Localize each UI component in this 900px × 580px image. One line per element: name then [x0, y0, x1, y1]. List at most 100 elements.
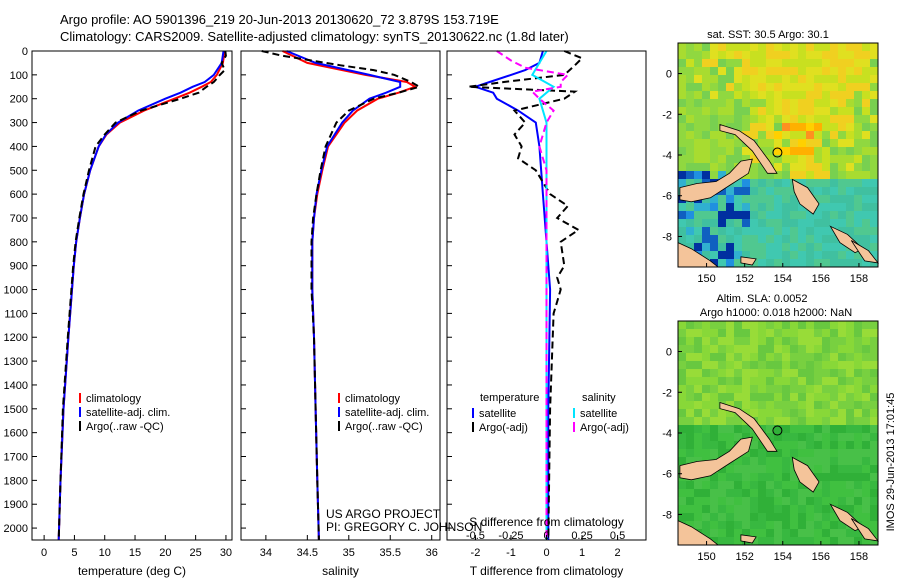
map-cell: [790, 425, 798, 433]
float-location-marker: [772, 425, 783, 436]
map-cell: [710, 489, 718, 497]
map-cell: [870, 329, 878, 337]
map-cell: [814, 179, 822, 187]
map-cell: [774, 473, 782, 481]
map-cell: [782, 529, 790, 537]
difference-top-tick-label: -0.5: [466, 530, 485, 542]
map-cell: [718, 425, 726, 433]
map-cell: [798, 251, 806, 259]
map-cell: [718, 75, 726, 83]
map-cell: [710, 513, 718, 521]
map-cell: [718, 465, 726, 473]
map-cell: [838, 99, 846, 107]
map-cell: [750, 43, 758, 51]
map-cell: [822, 251, 830, 259]
map-cell: [854, 179, 862, 187]
map-cell: [774, 393, 782, 401]
map-cell: [798, 163, 806, 171]
map-cell: [718, 131, 726, 139]
map-cell: [814, 425, 822, 433]
map-cell: [830, 139, 838, 147]
map-cell: [806, 425, 814, 433]
map-cell: [758, 131, 766, 139]
map-cell: [678, 489, 686, 497]
map-cell: [846, 457, 854, 465]
map-cell: [822, 75, 830, 83]
map-cell: [870, 529, 878, 537]
map-cell: [854, 425, 862, 433]
map-cell: [718, 243, 726, 251]
map-cell: [766, 425, 774, 433]
map-cell: [686, 163, 694, 171]
map-cell: [854, 123, 862, 131]
map-cell: [750, 385, 758, 393]
map-cell: [678, 441, 686, 449]
map-cell: [806, 91, 814, 99]
map-cell: [726, 385, 734, 393]
map-cell: [814, 235, 822, 243]
map-cell: [726, 259, 734, 267]
map-cell: [774, 441, 782, 449]
map-cell: [862, 481, 870, 489]
map-cell: [678, 83, 686, 91]
map-xtick-label: 154: [774, 273, 792, 285]
map-cell: [862, 473, 870, 481]
map-cell: [766, 449, 774, 457]
salinity-xtick-label: 35.5: [380, 547, 401, 559]
map-cell: [766, 227, 774, 235]
map-cell: [846, 449, 854, 457]
map-cell: [854, 91, 862, 99]
map-cell: [854, 107, 862, 115]
depth-tick-label: 1400: [4, 380, 28, 392]
map-cell: [702, 529, 710, 537]
map-cell: [814, 227, 822, 235]
map-cell: [710, 433, 718, 441]
map-cell: [726, 59, 734, 67]
map-cell: [846, 219, 854, 227]
map-cell: [790, 219, 798, 227]
map-cell: [782, 409, 790, 417]
map-cell: [766, 259, 774, 267]
map-cell: [790, 107, 798, 115]
map-cell: [758, 497, 766, 505]
map-cell: [678, 337, 686, 345]
map-cell: [830, 211, 838, 219]
map-cell: [774, 409, 782, 417]
map-cell: [846, 131, 854, 139]
map-cell: [846, 329, 854, 337]
map-cell: [758, 219, 766, 227]
map-cell: [774, 187, 782, 195]
map-cell: [806, 353, 814, 361]
map-cell: [830, 489, 838, 497]
map-cell: [742, 251, 750, 259]
map-cell: [838, 369, 846, 377]
map-cell: [774, 243, 782, 251]
map-cell: [686, 115, 694, 123]
map-cell: [814, 75, 822, 83]
side-stamp: IMOS 29-Jun-2013 17:01:45: [885, 393, 897, 532]
map-cell: [766, 321, 774, 329]
map-cell: [830, 51, 838, 59]
map-cell: [734, 361, 742, 369]
map-cell: [758, 203, 766, 211]
map-cell: [694, 59, 702, 67]
map-cell: [846, 441, 854, 449]
map-cell: [838, 59, 846, 67]
map-cell: [758, 489, 766, 497]
map-cell: [806, 537, 814, 545]
map-cell: [790, 521, 798, 529]
map-cell: [862, 521, 870, 529]
map-cell: [798, 481, 806, 489]
map-cell: [854, 329, 862, 337]
depth-tick-label: 300: [10, 118, 28, 130]
map-cell: [838, 51, 846, 59]
map-cell: [870, 83, 878, 91]
map-cell: [862, 147, 870, 155]
map-cell: [870, 195, 878, 203]
map-cell: [702, 409, 710, 417]
map-cell: [782, 243, 790, 251]
map-cell: [782, 99, 790, 107]
salinity-xtick-label: 34.5: [297, 547, 318, 559]
map-cell: [870, 243, 878, 251]
map-cell: [734, 497, 742, 505]
